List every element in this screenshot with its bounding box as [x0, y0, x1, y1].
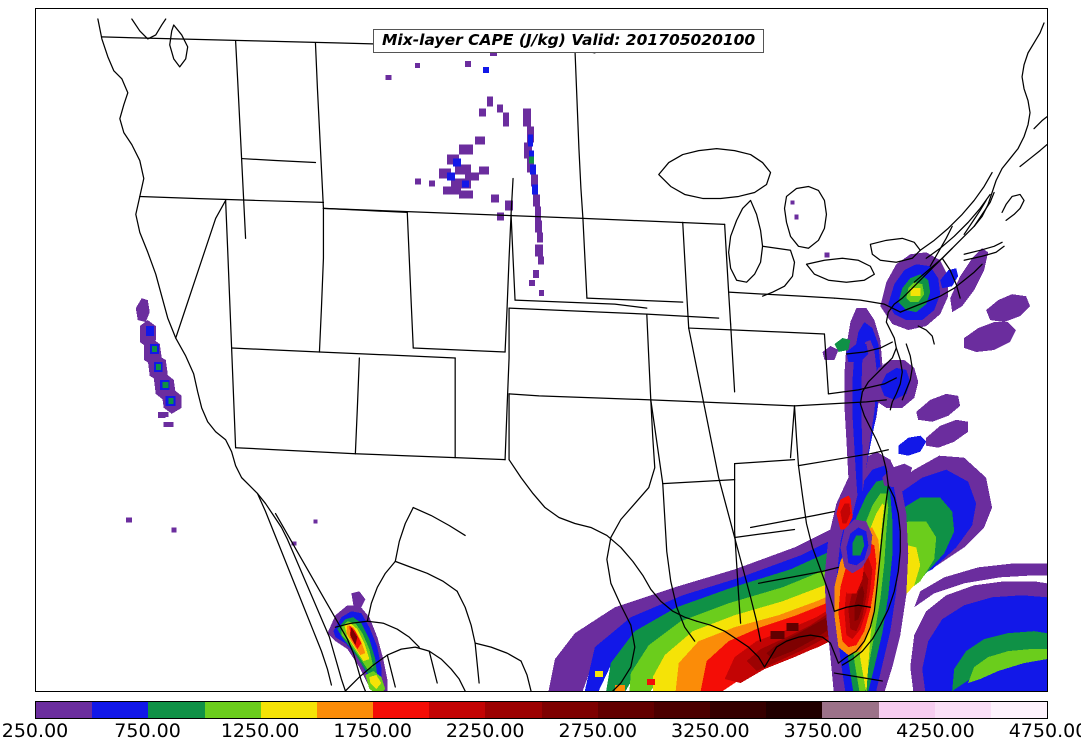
colorbar-swatch: [766, 702, 823, 718]
colorbar-swatch: [316, 702, 374, 718]
map-plot-area[interactable]: Mix-layer CAPE (J/kg) Valid: 20170502010…: [35, 8, 1048, 692]
map-borders: [97, 18, 1047, 691]
colorbar-tick-label: 3250.00: [671, 720, 750, 742]
colorbar-swatch: [653, 702, 711, 718]
colorbar-tick-labels: 250.00 750.00 1250.00 1750.00 2250.00 2750.00…: [0, 719, 1081, 745]
colorbar-swatch: [204, 702, 261, 718]
colorbar[interactable]: [35, 701, 1048, 719]
cape-contour-fill: [125, 36, 1047, 691]
colorbar-swatch: [260, 702, 317, 718]
colorbar-swatch: [878, 702, 935, 718]
colorbar-tick-label: 4250.00: [896, 720, 975, 742]
plot-title-box: Mix-layer CAPE (J/kg) Valid: 20170502010…: [373, 29, 765, 53]
colorbar-swatch: [990, 702, 1048, 718]
colorbar-swatch: [541, 702, 598, 718]
colorbar-swatch: [485, 702, 542, 718]
colorbar-tick-label: 2250.00: [445, 720, 525, 742]
colorbar-swatch: [429, 702, 486, 718]
colorbar-tick-label: 3750.00: [783, 720, 863, 742]
colorbar-swatch: [148, 702, 205, 718]
colorbar-swatches: [36, 702, 1048, 718]
map-canvas: [97, 18, 1047, 691]
colorbar-tick-label: 750.00: [114, 720, 181, 742]
colorbar-swatch: [822, 702, 879, 718]
colorbar-swatch: [92, 702, 149, 718]
colorbar-tick-label: 2750.00: [558, 720, 638, 742]
colorbar-swatch: [36, 702, 93, 718]
plot-title: Mix-layer CAPE (J/kg) Valid: 20170502010…: [382, 31, 756, 49]
colorbar-swatch: [373, 702, 430, 718]
colorbar-tick-label: 1750.00: [333, 720, 412, 742]
colorbar-swatch: [597, 702, 654, 718]
colorbar-swatch: [934, 702, 991, 718]
colorbar-swatch: [710, 702, 767, 718]
colorbar-tick-label: 250.00: [1, 720, 69, 742]
colorbar-tick-label: 1250.00: [220, 720, 300, 742]
colorbar-tick-label: 4750.00: [1008, 720, 1081, 742]
